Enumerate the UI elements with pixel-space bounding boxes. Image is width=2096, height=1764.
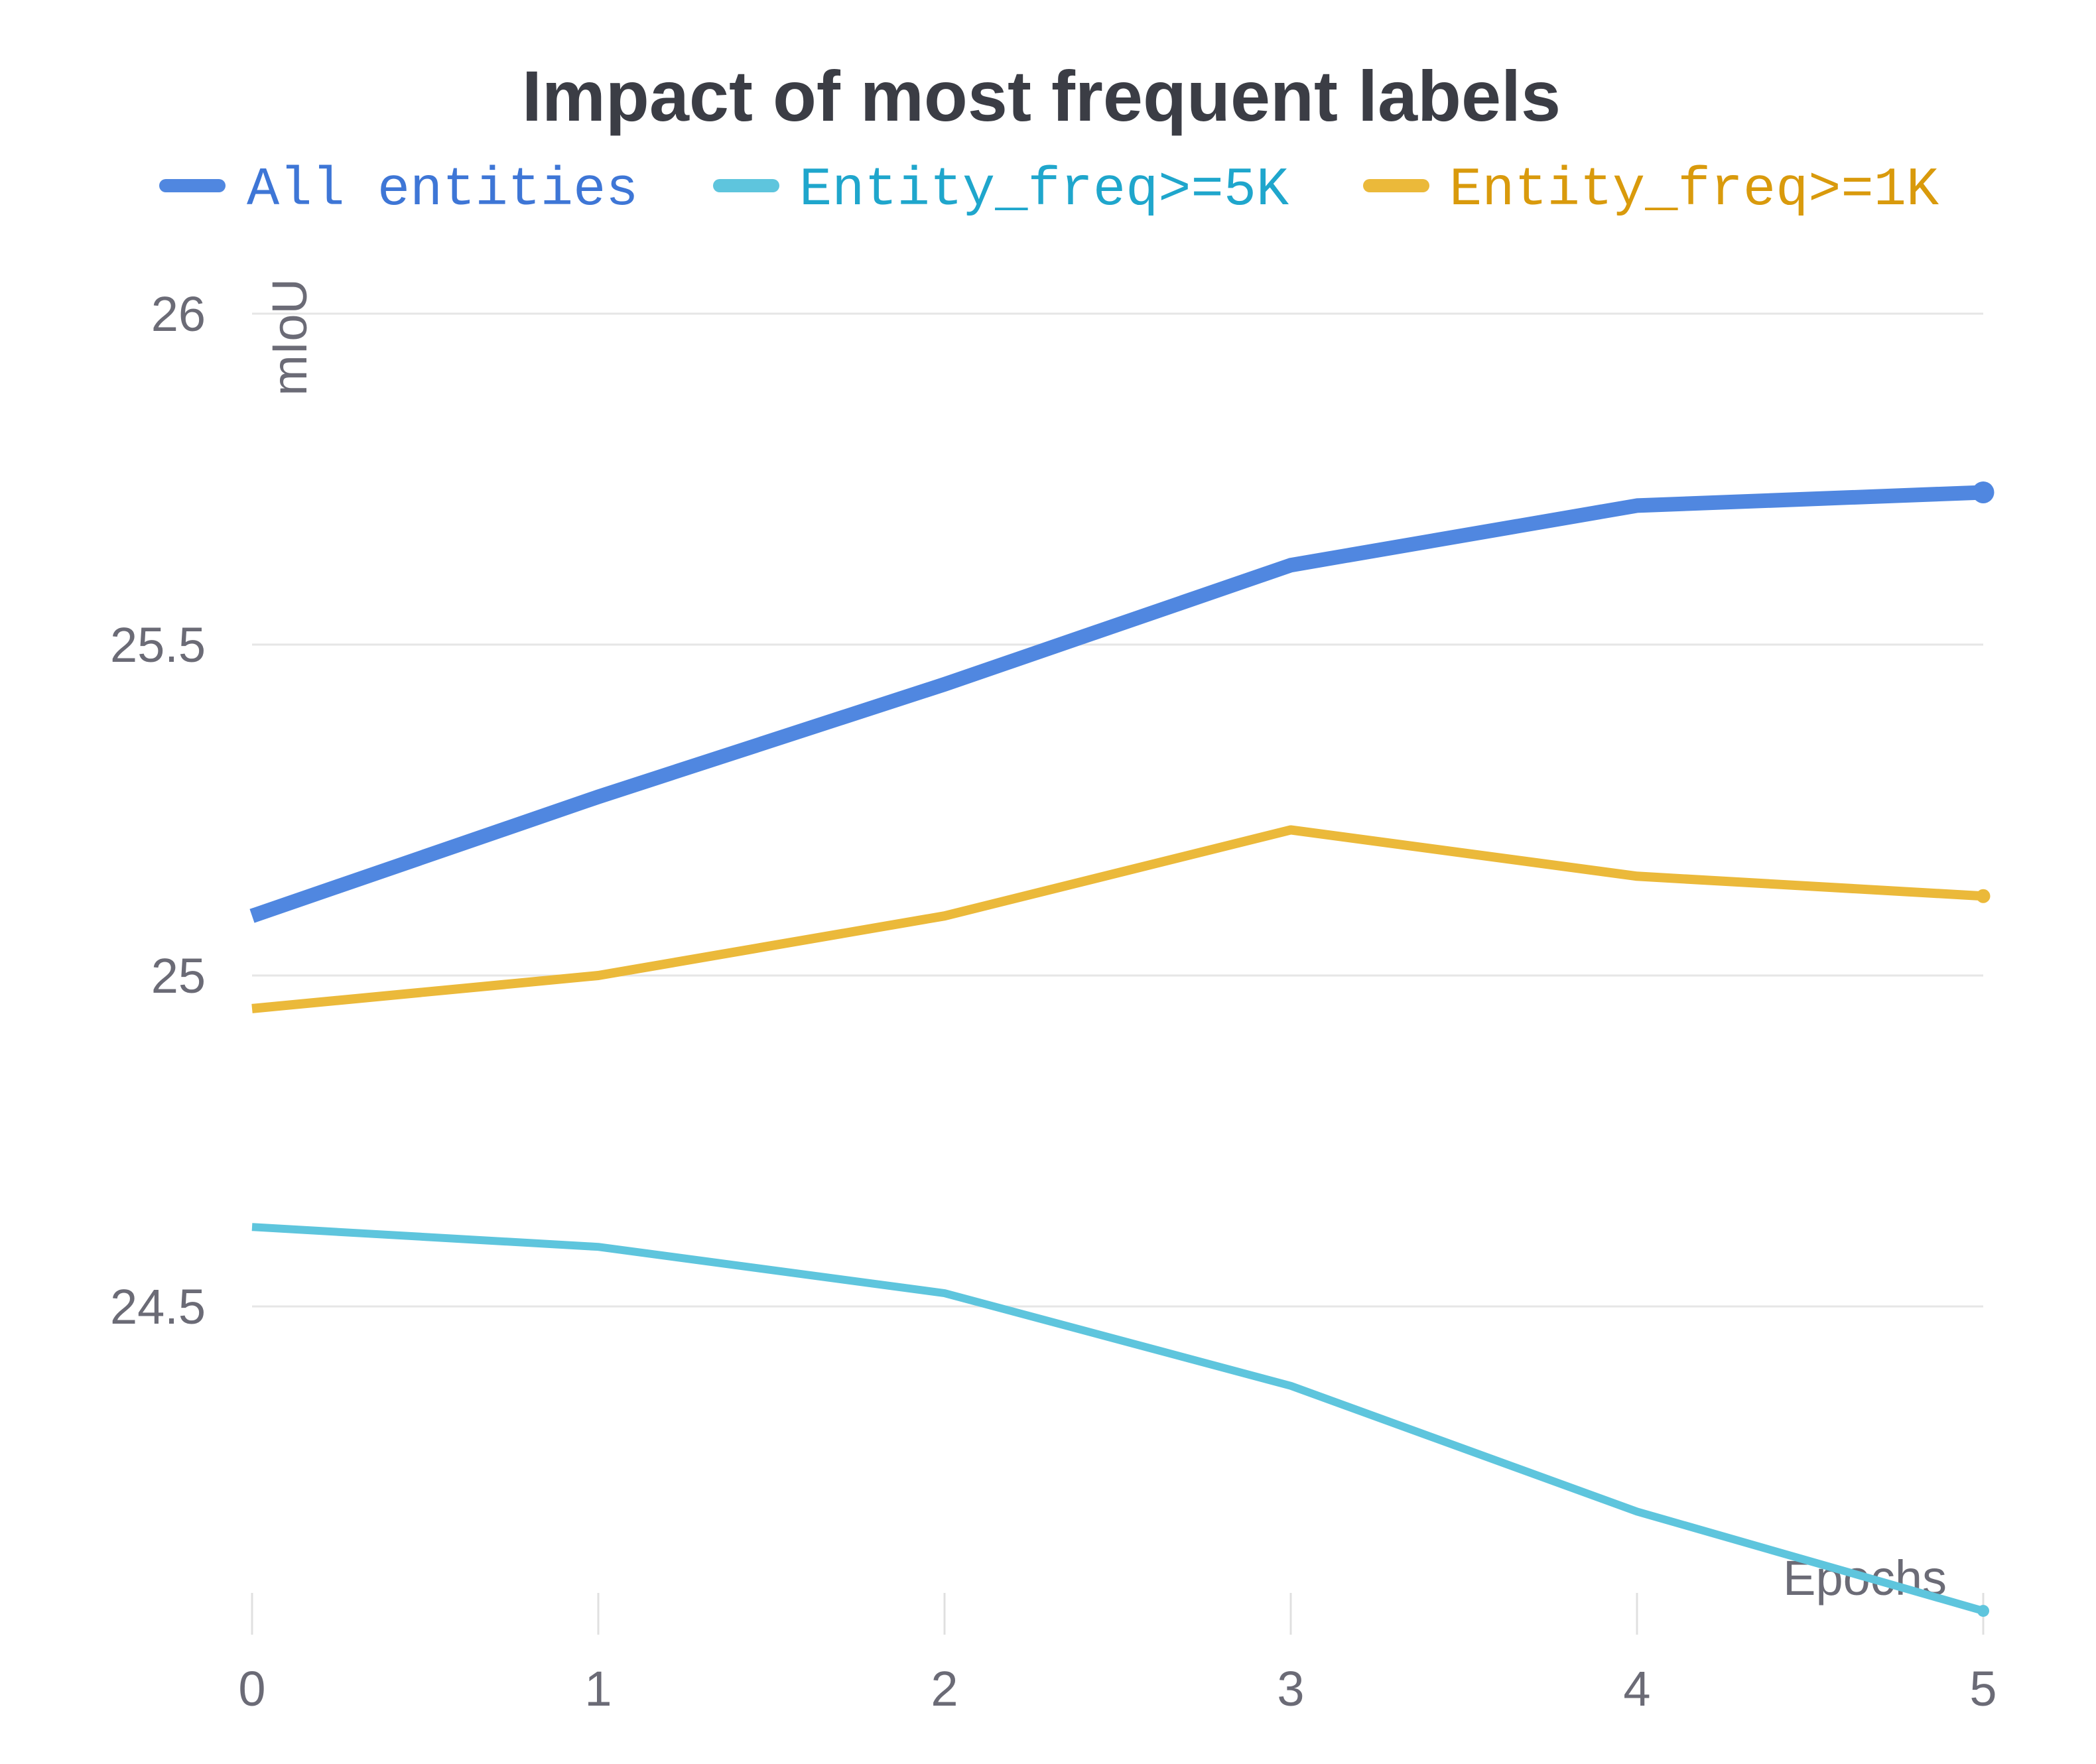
chart-title: Impact of most frequent labels bbox=[522, 56, 1561, 136]
x-tick-label: 3 bbox=[1277, 1661, 1304, 1716]
legend-label: Entity_freq>=1K bbox=[1449, 159, 1939, 221]
y-tick-label: 24.5 bbox=[110, 1279, 206, 1334]
x-tick-label: 1 bbox=[584, 1661, 612, 1716]
x-axis: 0 1 2 3 4 5 bbox=[238, 1593, 1997, 1716]
x-tick-label: 5 bbox=[1969, 1661, 1997, 1716]
grid bbox=[252, 312, 1983, 1308]
legend: All entities Entity_freq>=5K Entity_freq>=… bbox=[159, 159, 1939, 221]
y-tick-label: 25.5 bbox=[110, 617, 206, 672]
x-tick-label: 2 bbox=[931, 1661, 958, 1716]
y-tick-label: 25 bbox=[151, 948, 206, 1003]
series-end-point bbox=[1977, 1605, 1989, 1617]
series-line-0 bbox=[249, 485, 1984, 923]
legend-label: Entity_freq>=5K bbox=[799, 159, 1289, 221]
series-end-point bbox=[1976, 889, 1991, 903]
y-tick-label: 26 bbox=[151, 286, 206, 342]
legend-item: Entity_freq>=5K bbox=[713, 159, 1289, 221]
x-tick-label: 0 bbox=[238, 1661, 265, 1716]
y-axis: 24.5 25 25.5 26 bbox=[110, 286, 206, 1334]
legend-item: Entity_freq>=1K bbox=[1363, 159, 1939, 221]
series-line-2 bbox=[251, 825, 1984, 1013]
x-tick-label: 4 bbox=[1623, 1661, 1650, 1716]
legend-item: All entities bbox=[159, 159, 639, 221]
legend-label: All entities bbox=[247, 159, 639, 221]
y-axis-label: mIoU bbox=[262, 279, 317, 396]
series-line-1 bbox=[251, 1223, 1985, 1615]
series-lines bbox=[249, 481, 1995, 1617]
series-end-point bbox=[1972, 481, 1995, 503]
